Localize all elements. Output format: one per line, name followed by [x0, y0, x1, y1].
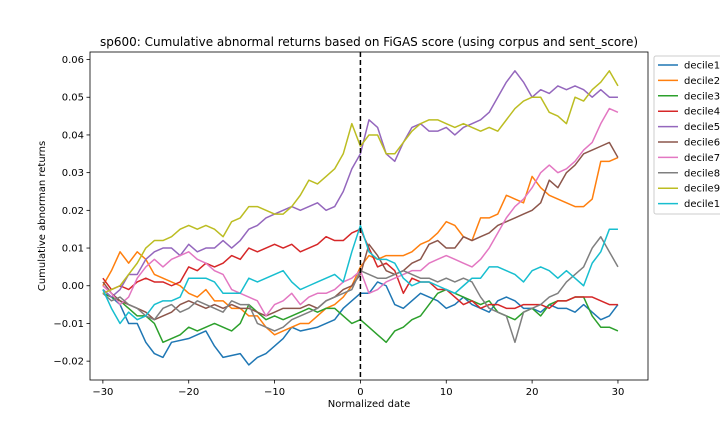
legend: decile1 decile2 decile3 decile4 decile5 decil…: [653, 55, 720, 215]
x-axis-label: Normalized date: [328, 399, 410, 410]
y-axis-label: Cumulative abnorman returns: [37, 141, 48, 291]
legend-label: decile9: [684, 184, 720, 195]
legend-label: decile7: [684, 153, 720, 164]
series-line-decile6: [102, 141, 619, 321]
plot-area: [89, 51, 649, 381]
chart-title: sp600: Cumulative abnormal returns based…: [100, 35, 638, 49]
series-line-decile2: [102, 156, 619, 336]
y-tick-label: 0.03: [62, 168, 84, 179]
y-tick-label: 0.00: [62, 281, 84, 292]
x-tick-label: 30: [612, 387, 625, 398]
x-tick-label: 10: [440, 387, 453, 398]
y-tick-label: −0.02: [53, 357, 84, 368]
legend-label: decile3: [684, 91, 720, 102]
legend-label: decile6: [684, 138, 720, 149]
y-tick-label: 0.01: [62, 244, 84, 255]
series-line-decile1: [102, 281, 619, 366]
x-tick-label: 0: [357, 387, 363, 398]
series-line-decile9: [102, 70, 619, 294]
x-tick-label: −20: [178, 387, 199, 398]
y-tick-label: 0.04: [62, 130, 84, 141]
series-line-decile10: [102, 224, 618, 325]
legend-label: decile10: [684, 199, 720, 210]
y-tick-label: 0.02: [62, 206, 84, 217]
y-tick-label: −0.01: [53, 319, 84, 330]
x-tick-label: −30: [92, 387, 113, 398]
y-tick-label: 0.05: [62, 93, 84, 104]
legend-label: decile5: [684, 122, 720, 133]
x-tick-label: 20: [526, 387, 539, 398]
legend-label: decile8: [684, 168, 720, 179]
legend-label: decile4: [684, 107, 720, 118]
legend-label: decile1: [684, 61, 720, 72]
y-tick-label: 0.06: [62, 55, 84, 66]
legend-label: decile2: [684, 76, 720, 87]
plot-frame: [89, 51, 649, 381]
x-tick-label: −10: [264, 387, 285, 398]
